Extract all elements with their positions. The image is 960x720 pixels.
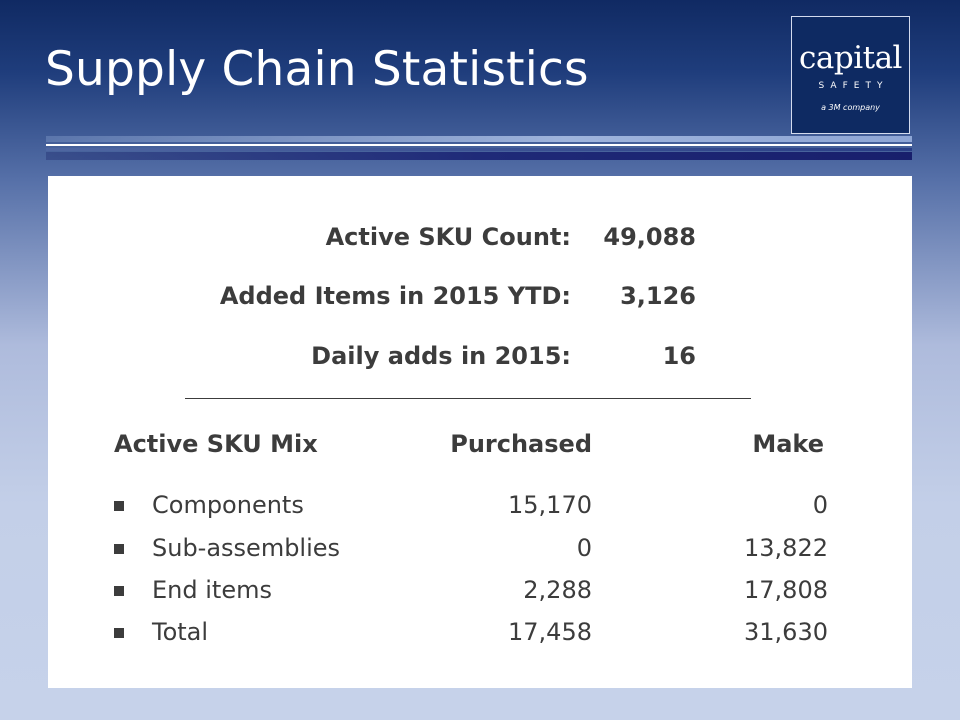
mix-row-purchased: 2,288 — [523, 576, 592, 604]
section-divider — [185, 398, 751, 399]
stat-label-active-sku-count: Active SKU Count: — [325, 223, 571, 251]
stat-label-added-items: Added Items in 2015 YTD: — [219, 282, 571, 310]
mix-row-total: Total 17,458 31,630 — [48, 618, 912, 658]
capital-safety-logo: capital SAFETY a 3M company — [791, 16, 910, 134]
bullet-icon — [114, 628, 124, 638]
mix-row-name: Components — [152, 491, 304, 519]
stat-value-daily-adds: 16 — [662, 342, 696, 370]
mix-row-make: 17,808 — [744, 576, 828, 604]
content-panel: Active SKU Count: 49,088 Added Items in … — [48, 176, 912, 688]
logo-subtitle: SAFETY — [818, 81, 889, 91]
mix-row-purchased: 0 — [576, 534, 592, 562]
mix-row-end-items: End items 2,288 17,808 — [48, 576, 912, 616]
slide-title: Supply Chain Statistics — [45, 42, 589, 97]
mix-row-sub-assemblies: Sub-assemblies 0 13,822 — [48, 534, 912, 574]
mix-row-make: 0 — [812, 491, 828, 519]
bullet-icon — [114, 544, 124, 554]
mix-row-make: 13,822 — [744, 534, 828, 562]
bullet-icon — [114, 501, 124, 511]
stat-label-daily-adds: Daily adds in 2015: — [311, 342, 571, 370]
title-divider-stripes — [46, 136, 912, 162]
logo-tagline: a 3M company — [821, 103, 880, 112]
stripe-thick-navy — [46, 152, 912, 160]
mix-row-make: 31,630 — [744, 618, 828, 646]
stat-value-active-sku-count: 49,088 — [603, 223, 696, 251]
stripe-light — [46, 136, 912, 142]
logo-wordmark: capital — [799, 40, 902, 76]
mix-header-make: Make — [752, 430, 824, 458]
mix-header-category: Active SKU Mix — [114, 430, 318, 458]
mix-row-name: End items — [152, 576, 272, 604]
mix-row-purchased: 15,170 — [508, 491, 592, 519]
stripe-thin-navy — [46, 148, 912, 151]
mix-row-components: Components 15,170 0 — [48, 491, 912, 531]
mix-header-purchased: Purchased — [450, 430, 592, 458]
mix-row-name: Sub-assemblies — [152, 534, 341, 562]
mix-row-purchased: 17,458 — [508, 618, 592, 646]
stat-value-added-items: 3,126 — [620, 282, 696, 310]
mix-row-name: Total — [152, 618, 209, 646]
stripe-white — [46, 144, 912, 146]
bullet-icon — [114, 586, 124, 596]
